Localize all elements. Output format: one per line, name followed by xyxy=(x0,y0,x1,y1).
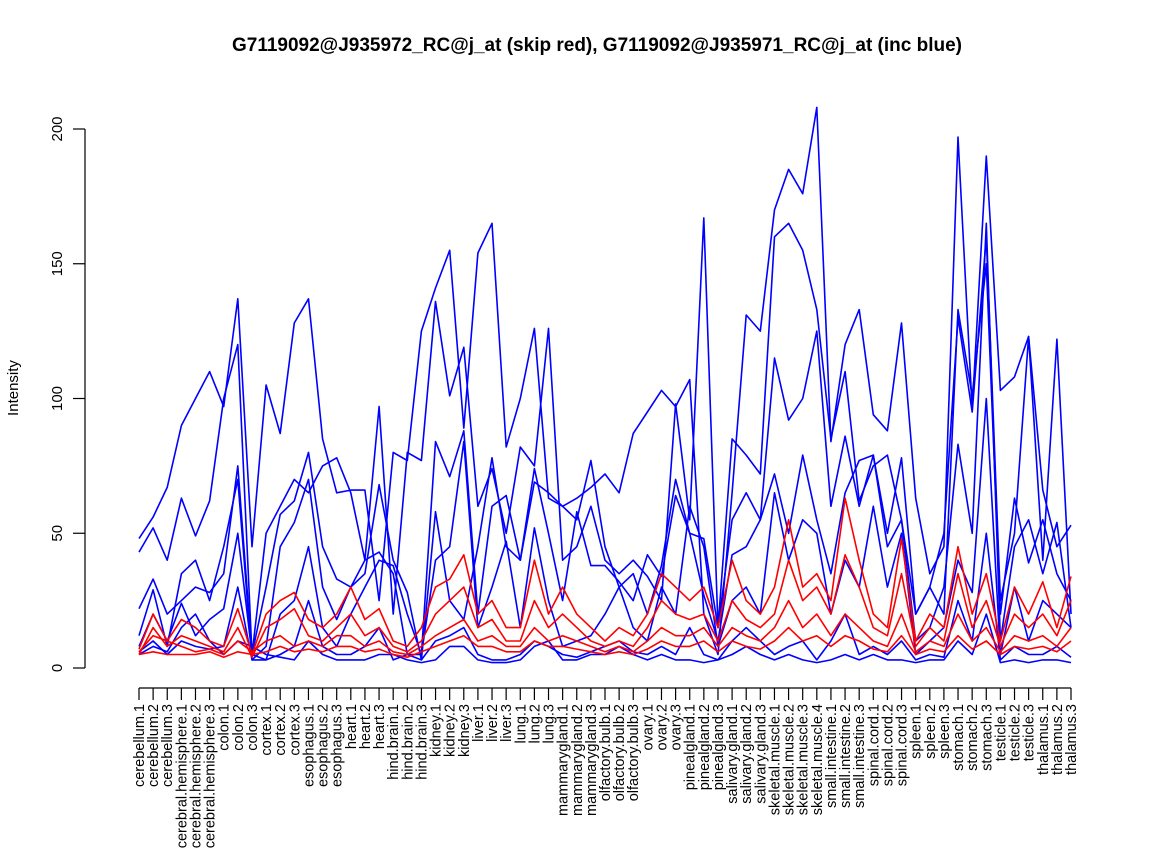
x-tick-label: mammarygland.2 xyxy=(570,704,586,816)
x-tick-label: spinal.cord.1 xyxy=(866,704,882,786)
x-tick-label: stomach.1 xyxy=(951,704,967,771)
x-tick-label: liver.2 xyxy=(485,704,501,742)
series-line-skip-2 xyxy=(138,553,1072,659)
x-tick-label: cortex.1 xyxy=(259,704,275,756)
x-tick-label: cerebellum.1 xyxy=(132,704,148,787)
x-tick-label: small.intestine.1 xyxy=(824,704,840,808)
y-tick-label: 200 xyxy=(49,116,66,141)
series-line-inc-4 xyxy=(138,222,1072,661)
x-tick-label: heart.2 xyxy=(358,704,374,749)
x-tick-label: cerebral.hemisphere.2 xyxy=(188,704,204,848)
x-axis: cerebellum.1cerebellum.2cerebellum.3cere… xyxy=(132,687,1080,848)
y-tick-label: 100 xyxy=(49,386,66,411)
x-tick-label: cortex.3 xyxy=(287,704,303,756)
x-tick-label: cerebellum.2 xyxy=(146,704,162,787)
y-tick-label: 150 xyxy=(49,251,66,276)
x-tick-label: thalamus.2 xyxy=(1050,704,1066,775)
x-tick-label: esophagus.2 xyxy=(316,704,332,787)
x-tick-label: colon.1 xyxy=(217,704,233,751)
x-tick-label: spinal.cord.2 xyxy=(880,704,896,786)
x-tick-label: thalamus.1 xyxy=(1036,704,1052,775)
x-tick-label: hind.brain.3 xyxy=(414,704,430,780)
x-tick-label: pinealgland.2 xyxy=(697,704,713,790)
x-tick-label: cerebral.hemisphere.1 xyxy=(174,704,190,848)
x-tick-label: skeletal.muscle.4 xyxy=(810,704,826,815)
series-line-skip-1 xyxy=(138,497,1072,656)
x-tick-label: mammarygland.1 xyxy=(556,704,572,816)
x-tick-label: liver.3 xyxy=(499,704,515,742)
x-tick-label: testicle.2 xyxy=(1008,704,1024,761)
x-tick-label: pinealgland.3 xyxy=(711,704,727,790)
y-tick-label: 50 xyxy=(49,525,66,542)
x-tick-label: pinealgland.1 xyxy=(683,704,699,790)
x-tick-label: lung.3 xyxy=(542,704,558,744)
x-tick-label: liver.1 xyxy=(471,704,487,742)
x-tick-label: ovary.2 xyxy=(654,704,670,750)
x-tick-label: olfactory.bulb.3 xyxy=(626,704,642,801)
x-tick-label: mammarygland.3 xyxy=(584,704,600,816)
x-tick-label: spleen.3 xyxy=(937,704,953,759)
series-line-inc-3 xyxy=(138,262,1072,656)
series-line-skip-3 xyxy=(138,599,1072,656)
x-tick-label: skeletal.muscle.3 xyxy=(796,704,812,815)
x-tick-label: kidney.3 xyxy=(457,704,473,757)
x-tick-label: cerebellum.3 xyxy=(160,704,176,787)
x-tick-label: spleen.2 xyxy=(923,704,939,759)
x-tick-label: cortex.2 xyxy=(273,704,289,756)
x-tick-label: small.intestine.2 xyxy=(838,704,854,808)
x-tick-label: salivary.gland.2 xyxy=(739,704,755,804)
x-tick-label: spinal.cord.3 xyxy=(895,704,911,786)
x-tick-label: hind.brain.1 xyxy=(386,704,402,780)
x-tick-label: salivary.gland.3 xyxy=(753,704,769,804)
x-tick-label: cerebral.hemisphere.3 xyxy=(203,704,219,848)
x-tick-label: ovary.3 xyxy=(669,704,685,750)
x-tick-label: testicle.1 xyxy=(993,704,1009,761)
x-tick-label: hind.brain.2 xyxy=(400,704,416,780)
x-tick-label: kidney.2 xyxy=(443,704,459,757)
x-tick-label: heart.3 xyxy=(372,704,388,749)
x-tick-label: lung.1 xyxy=(513,704,529,744)
x-tick-label: esophagus.1 xyxy=(301,704,317,787)
x-tick-label: stomach.3 xyxy=(979,704,995,771)
x-tick-label: small.intestine.3 xyxy=(852,704,868,808)
y-tick-label: 0 xyxy=(49,664,66,672)
x-tick-label: skeletal.muscle.2 xyxy=(782,704,798,815)
x-tick-label: ovary.1 xyxy=(640,704,656,750)
x-tick-label: testicle.3 xyxy=(1022,704,1038,761)
x-tick-label: skeletal.muscle.1 xyxy=(767,704,783,815)
x-tick-label: salivary.gland.1 xyxy=(725,704,741,804)
x-tick-label: esophagus.3 xyxy=(330,704,346,787)
x-tick-label: kidney.1 xyxy=(429,704,445,757)
y-axis: 0 50 100 150 200 xyxy=(49,116,86,672)
x-tick-label: lung.2 xyxy=(527,704,543,744)
x-tick-label: colon.3 xyxy=(245,704,261,751)
y-axis-label: Intensity xyxy=(5,360,22,416)
x-tick-label: olfactory.bulb.2 xyxy=(612,704,628,801)
x-tick-label: colon.2 xyxy=(231,704,247,751)
x-tick-label: olfactory.bulb.1 xyxy=(598,704,614,801)
series-line-inc-1 xyxy=(138,106,1072,656)
series-line-skip-4 xyxy=(138,626,1072,659)
x-tick-label: heart.1 xyxy=(344,704,360,749)
series-lines xyxy=(138,106,1072,664)
x-tick-label: spleen.1 xyxy=(909,704,925,759)
x-tick-label: stomach.2 xyxy=(965,704,981,771)
chart-title: G7119092@J935972_RC@j_at (skip red), G71… xyxy=(232,35,962,56)
x-tick-label: thalamus.3 xyxy=(1064,704,1080,775)
